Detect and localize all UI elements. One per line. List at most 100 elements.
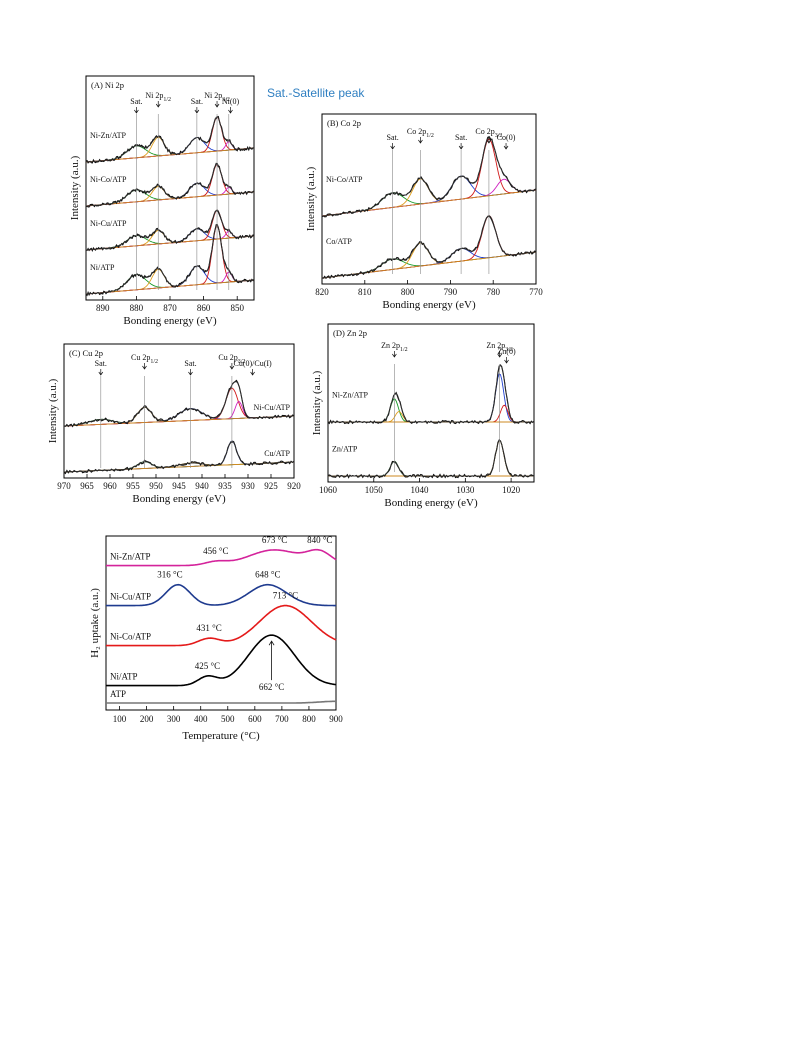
y-axis-label: Intensity (a.u.) (305, 166, 317, 231)
peak-temperature-label: 456 °C (203, 546, 228, 556)
peak-temperature-label: 431 °C (196, 623, 221, 633)
x-tick-label: 500 (221, 714, 235, 724)
peak-arrow (504, 357, 509, 364)
fit-component (328, 460, 534, 477)
tpr-series-line (106, 604, 337, 647)
background-line (85, 191, 255, 207)
peak-arrow (458, 143, 464, 150)
x-tick-label: 935 (218, 481, 232, 491)
x-tick-label: 880 (130, 303, 144, 313)
peak-arrow (486, 137, 492, 144)
tpr-series-label: Ni/ATP (110, 672, 138, 682)
fit-component (321, 178, 537, 217)
peak-arrow (229, 363, 235, 370)
x-tick-label: 800 (401, 287, 415, 297)
x-tick-label: 1050 (365, 485, 384, 495)
x-tick-label: 930 (241, 481, 255, 491)
x-tick-label: 955 (126, 481, 140, 491)
peak-arrow (390, 143, 395, 150)
peak-label: Co(0) (497, 133, 516, 142)
spectrum-data (321, 215, 537, 280)
peak-temperature-label: 673 °C (262, 535, 287, 545)
panel-co-2p: (B) Co 2p 820 810 800 790 780 770 Bonding energ… (300, 108, 543, 316)
x-tick-label: 970 (57, 481, 71, 491)
annotation-arrow (268, 640, 275, 681)
series-label: Co/ATP (326, 237, 352, 246)
x-tick-label: 960 (103, 481, 117, 491)
peak-arrow (188, 369, 193, 376)
fit-component (328, 439, 534, 477)
satellite-note: Sat.-Satellite peak (267, 86, 365, 100)
tpr-series-line (106, 700, 336, 704)
y-axis-label: Intensity (a.u.) (47, 378, 59, 443)
peak-arrow (155, 101, 161, 108)
peak-label: Ni(0) (222, 97, 240, 106)
y-axis-label: Intensity (a.u.) (69, 155, 81, 220)
panel-cu-2p: (C) Cu 2p 970 965 960 955 950 945 940 935 930 925 9… (40, 340, 302, 510)
peak-arrow (392, 351, 397, 358)
fit-component (328, 398, 534, 423)
tpr-series-label: Ni-Cu/ATP (110, 592, 151, 602)
panel-zn-2p: (D) Zn 2p 1060 1050 1040 1030 1020 Bonding ene… (306, 318, 538, 509)
peak-label: Sat. (387, 133, 399, 142)
panel-label: (C) Cu 2p (69, 348, 103, 358)
plot-frame (321, 113, 537, 285)
spectrum-envelope (85, 224, 255, 295)
x-tick-label: 820 (315, 287, 329, 297)
series-label: Ni-Zn/ATP (90, 131, 127, 140)
x-axis-label: Bonding energy (eV) (132, 493, 226, 505)
peak-arrow (134, 107, 139, 114)
x-tick-label: 600 (248, 714, 262, 724)
tpr-series-line (106, 634, 337, 687)
chart-h2-tpr: 100 200 300 400 500 600 700 800 900 Temperature (… (89, 535, 343, 742)
tpr-series-label: ATP (110, 689, 126, 699)
series-label: Ni-Cu/ATP (254, 403, 291, 412)
spectrum-envelope (63, 440, 295, 473)
peak-label: Zn(0) (497, 347, 516, 356)
panel-ni-2p: (A) Ni 2p 890 880 870 860 850 Bonding energy (… (64, 70, 260, 340)
peak-arrow (418, 137, 423, 144)
x-tick-label: 860 (197, 303, 211, 313)
series-label: Ni/ATP (90, 263, 115, 272)
peak-label: Sat. (455, 133, 467, 142)
x-tick-label: 1030 (456, 485, 475, 495)
spectrum-envelope (85, 163, 255, 207)
x-tick-label: 890 (96, 303, 110, 313)
panel-label: (B) Co 2p (327, 118, 361, 128)
tpr-series-line (106, 583, 336, 607)
spectrum-envelope (328, 439, 534, 477)
x-tick-label: 700 (275, 714, 289, 724)
spectrum-envelope (321, 215, 537, 279)
x-tick-label: 945 (172, 481, 186, 491)
spectrum-envelope (85, 209, 255, 251)
x-tick-label: 200 (140, 714, 154, 724)
series-label: Ni-Co/ATP (326, 175, 363, 184)
spectrum-data (63, 440, 295, 475)
peak-label: Sat. (95, 359, 107, 368)
panel-label: (A) Ni 2p (91, 80, 124, 90)
x-tick-label: 950 (149, 481, 163, 491)
plot-frame (105, 535, 337, 711)
x-tick-label: 100 (113, 714, 127, 724)
tpr-series-label: Ni-Co/ATP (110, 632, 151, 642)
y-axis-label: Intensity (a.u.) (311, 370, 323, 435)
series-label: Ni-Cu/ATP (90, 219, 127, 228)
x-tick-label: 770 (529, 287, 543, 297)
fit-component (328, 404, 534, 423)
x-tick-label: 870 (163, 303, 177, 313)
x-tick-label: 300 (167, 714, 181, 724)
chart-ni-2p: (A) Ni 2p 890 880 870 860 850 Bonding energy (… (69, 75, 255, 327)
x-tick-label: 810 (358, 287, 372, 297)
peak-label: Cu(0)/Cu(I) (233, 359, 272, 368)
fit-component (321, 178, 537, 217)
peak-arrow (497, 351, 502, 358)
spectrum-data (327, 439, 535, 479)
x-axis-label: Temperature (°C) (182, 730, 260, 742)
fit-component (321, 215, 537, 279)
chart-co-2p: (B) Co 2p 820 810 800 790 780 770 Bonding energ… (305, 113, 543, 311)
panel-h2-tpr: 100 200 300 400 500 600 700 800 900 Temperature (… (82, 532, 358, 756)
x-tick-label: 400 (194, 714, 208, 724)
tpr-series-label: Ni-Zn/ATP (110, 552, 151, 562)
x-tick-label: 925 (264, 481, 278, 491)
peak-arrow (214, 101, 220, 108)
